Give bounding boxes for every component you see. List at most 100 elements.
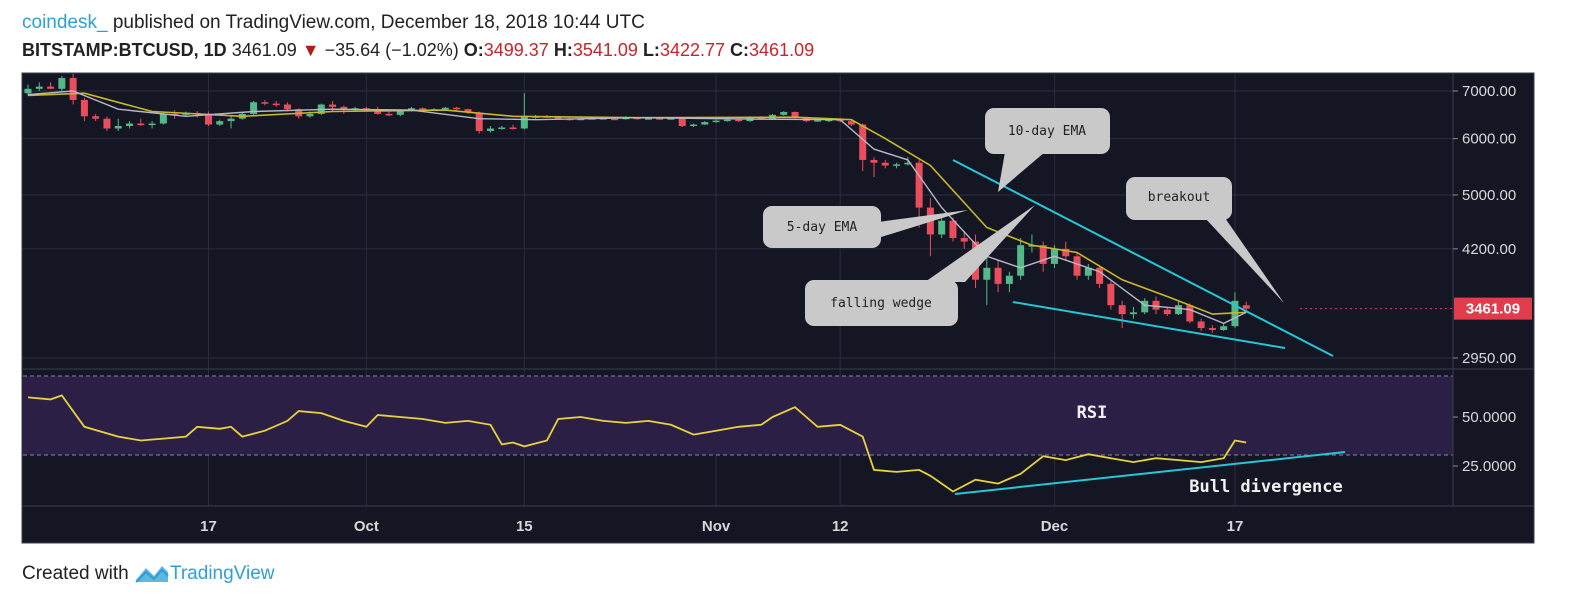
candle-body [1005,275,1013,284]
publish-info: coindesk_ published on TradingView.com, … [22,12,645,34]
candle-body [814,120,822,122]
bull-divergence-label: Bull divergence [1189,477,1343,497]
high-label: H: [553,40,573,60]
symbol-info: BITSTAMP:BTCUSD, 1D 3461.09 ▼ −35.64 (−1… [22,40,814,61]
candle-body [69,78,77,100]
candle-body [1220,326,1228,330]
close-value: 3461.09 [749,40,815,60]
candle-body [272,103,280,106]
rsi-line [27,394,1247,493]
candle-body [159,113,167,124]
rsi-band [23,376,1453,455]
candle-body [994,267,1002,284]
candle-body [949,220,957,238]
candle-body [250,102,258,114]
candle-body [419,108,427,110]
price-tick-label: 2950.00 [1462,350,1516,367]
candle-body [1242,305,1250,309]
candle-body [656,118,664,120]
low-value: 3422.77 [659,40,726,60]
callout-wedge-box [805,280,958,326]
candle-body [1141,300,1149,313]
candle-body [690,124,698,127]
candle-body [644,118,652,120]
ema5-line [27,90,1247,325]
candle-body [1129,312,1137,315]
candle-body [80,99,88,117]
candle-body [678,118,686,127]
candle-body [261,102,269,104]
candle-body [701,122,709,125]
candle-body [1017,245,1025,276]
candle-body [960,237,968,242]
candle-body [137,123,145,126]
candle-body [509,127,517,130]
candle-body [486,128,494,132]
current-price-label: 3461.09 [1466,301,1520,318]
candle-body [667,118,675,120]
candle-body [520,116,528,129]
created-with-text: Created with [22,563,129,584]
price-change: −35.64 (−1.02%) [324,40,459,60]
candle-body [216,121,224,125]
time-tick-label: 17 [1227,518,1244,535]
candle-body [475,112,483,132]
author-link[interactable]: coindesk_ [22,12,108,33]
symbol-label: BITSTAMP:BTCUSD, 1D [22,40,227,60]
callout-ema5-box [763,206,881,248]
candle-body [1152,300,1160,310]
callout-breakout-box [1126,177,1232,220]
current-price-tag [1454,297,1532,320]
candle-body [1073,256,1081,276]
callout-ema10-text: 10-day EMA [1008,124,1086,139]
time-tick-label: 15 [516,518,533,535]
candle-body [780,112,788,115]
price-tick-label: 6000.00 [1462,131,1516,148]
axes: 17 Oct 15 Nov 12 Dec 17 7000.00 6000.00 5000.00 42… [200,83,1532,535]
tradingview-brand[interactable]: TradingView [169,563,275,584]
candle-body [464,109,472,113]
close-label: C: [730,40,750,60]
high-value: 3541.09 [572,40,638,60]
candle-body [498,127,506,130]
candle-body [58,78,66,89]
time-tick-label: Oct [354,518,379,535]
candle-body [114,126,122,129]
candle-body [1175,305,1183,315]
created-with: Created with TradingView [22,562,275,585]
candle-body [723,119,731,122]
time-tick-label: 12 [832,518,849,535]
time-tick-label: Nov [702,518,731,535]
candle-body [938,220,946,235]
candle-body [396,110,404,115]
callout-pointer-ema5 [878,210,968,238]
candle-body [1208,328,1216,330]
ema10-line [27,92,1247,315]
published-text: published on TradingView.com, December 1… [107,12,645,33]
last-price: 3461.09 [231,40,297,60]
candle-body [1039,245,1047,264]
price-tick-label: 4200.00 [1462,241,1516,258]
time-tick-label: 17 [200,518,217,535]
down-arrow-icon: ▼ [301,40,320,60]
time-tick-label: Dec [1041,518,1069,535]
candle-body [847,121,855,125]
price-tick-label: 5000.00 [1462,187,1516,204]
candle-body [825,119,833,122]
callout-ema5-text: 5-day EMA [787,220,858,235]
callout-ema10-box [985,108,1110,154]
candle-body [408,108,416,111]
candle-body [712,120,720,123]
candle-body [915,162,923,208]
open-label: O: [463,40,484,60]
rsi-tick-label: 25.0000 [1462,458,1516,475]
candle-body [791,112,799,118]
candle-body [554,116,562,119]
ema-lines [27,90,1247,325]
wedge-upper-trendline [952,159,1334,357]
rsi-divergence-trendline [954,451,1346,495]
candle-body [35,86,43,89]
candle-body [148,123,156,126]
candle-body [385,113,393,116]
